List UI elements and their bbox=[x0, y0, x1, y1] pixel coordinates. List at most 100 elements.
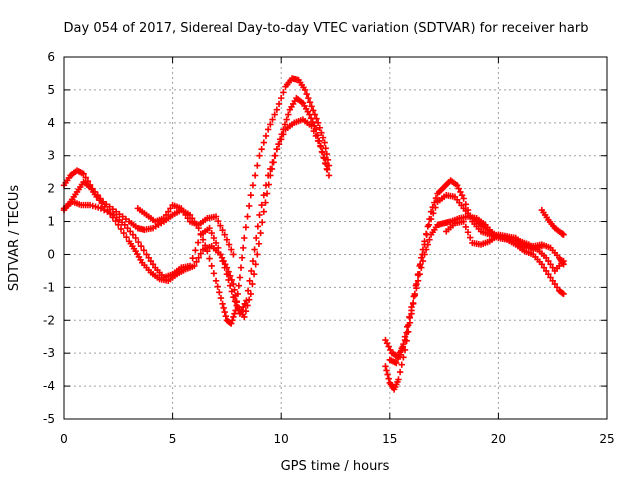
data-point bbox=[210, 270, 218, 277]
data-point bbox=[305, 94, 312, 102]
data-point bbox=[542, 267, 550, 275]
data-point bbox=[249, 280, 256, 288]
data-point bbox=[249, 257, 257, 265]
data-point bbox=[322, 145, 329, 152]
data-point bbox=[313, 115, 320, 122]
data-point bbox=[545, 257, 552, 265]
data-point bbox=[323, 150, 331, 158]
data-point bbox=[222, 312, 230, 320]
data-point bbox=[393, 359, 400, 367]
data-point bbox=[256, 211, 263, 219]
data-point bbox=[122, 215, 130, 223]
data-point bbox=[308, 103, 315, 110]
data-point bbox=[317, 143, 325, 150]
data-point bbox=[401, 346, 409, 354]
data-point bbox=[223, 236, 231, 243]
data-point bbox=[120, 229, 127, 237]
data-point bbox=[232, 292, 239, 299]
data-point bbox=[230, 280, 237, 288]
data-point bbox=[422, 246, 430, 253]
series-track-h bbox=[443, 218, 546, 253]
data-point bbox=[312, 126, 320, 133]
data-point bbox=[314, 119, 322, 127]
data-point bbox=[273, 145, 281, 153]
data-point bbox=[387, 346, 394, 354]
data-point bbox=[462, 223, 470, 231]
data-point bbox=[82, 174, 89, 181]
data-point bbox=[104, 206, 111, 214]
data-point bbox=[228, 246, 235, 253]
y-tick-label: 1 bbox=[47, 215, 55, 229]
data-point bbox=[215, 217, 222, 225]
data-point bbox=[247, 192, 254, 199]
data-point bbox=[250, 271, 258, 278]
data-point bbox=[109, 214, 117, 221]
data-point bbox=[559, 289, 566, 297]
data-point bbox=[93, 193, 100, 201]
data-point bbox=[303, 90, 310, 98]
data-point bbox=[180, 208, 187, 215]
data-point bbox=[117, 225, 125, 233]
data-point bbox=[560, 290, 567, 298]
data-point bbox=[217, 251, 224, 258]
data-point bbox=[278, 94, 285, 102]
data-point bbox=[432, 204, 439, 211]
data-point bbox=[237, 264, 245, 271]
data-point bbox=[457, 188, 464, 196]
data-point bbox=[254, 223, 262, 230]
data-point bbox=[116, 210, 123, 218]
data-point bbox=[316, 137, 323, 145]
data-point bbox=[427, 215, 435, 223]
data-point bbox=[193, 258, 200, 266]
data-point bbox=[547, 274, 554, 281]
data-point bbox=[538, 243, 546, 250]
data-point bbox=[553, 284, 561, 291]
data-point bbox=[262, 132, 270, 140]
data-point bbox=[385, 343, 392, 350]
data-point bbox=[217, 294, 225, 302]
data-point bbox=[269, 116, 276, 123]
y-tick-label: -4 bbox=[43, 379, 55, 393]
data-point bbox=[258, 201, 265, 209]
data-point bbox=[226, 282, 234, 289]
data-point bbox=[409, 299, 417, 307]
data-point bbox=[223, 264, 231, 271]
y-tick-label: 6 bbox=[47, 50, 55, 64]
data-point bbox=[455, 185, 462, 192]
data-point bbox=[260, 192, 268, 199]
data-point bbox=[324, 156, 332, 164]
data-point bbox=[258, 219, 266, 226]
data-point bbox=[221, 231, 228, 238]
data-point bbox=[241, 313, 248, 321]
data-point bbox=[165, 208, 172, 215]
data-point bbox=[421, 241, 428, 248]
data-point bbox=[408, 303, 415, 311]
data-point bbox=[423, 231, 430, 238]
data-point bbox=[236, 274, 244, 281]
data-point bbox=[256, 152, 263, 159]
data-point bbox=[401, 333, 409, 340]
data-point bbox=[249, 182, 257, 189]
data-point bbox=[426, 236, 433, 243]
data-point bbox=[276, 136, 284, 143]
data-point bbox=[462, 201, 470, 208]
data-point bbox=[254, 162, 261, 169]
data-point bbox=[162, 211, 170, 219]
data-point bbox=[319, 134, 327, 141]
data-point bbox=[538, 261, 546, 268]
data-point bbox=[251, 172, 259, 179]
data-point bbox=[244, 302, 251, 309]
data-point bbox=[263, 190, 271, 197]
data-point bbox=[560, 231, 567, 238]
data-point bbox=[411, 292, 418, 299]
data-point bbox=[121, 221, 129, 229]
data-point bbox=[394, 355, 402, 363]
data-point bbox=[210, 234, 218, 242]
data-point bbox=[253, 234, 260, 242]
data-point bbox=[458, 192, 466, 199]
data-point bbox=[385, 375, 392, 382]
data-point bbox=[212, 277, 220, 284]
data-point bbox=[545, 271, 552, 278]
data-point bbox=[235, 282, 243, 289]
data-point bbox=[191, 262, 198, 270]
